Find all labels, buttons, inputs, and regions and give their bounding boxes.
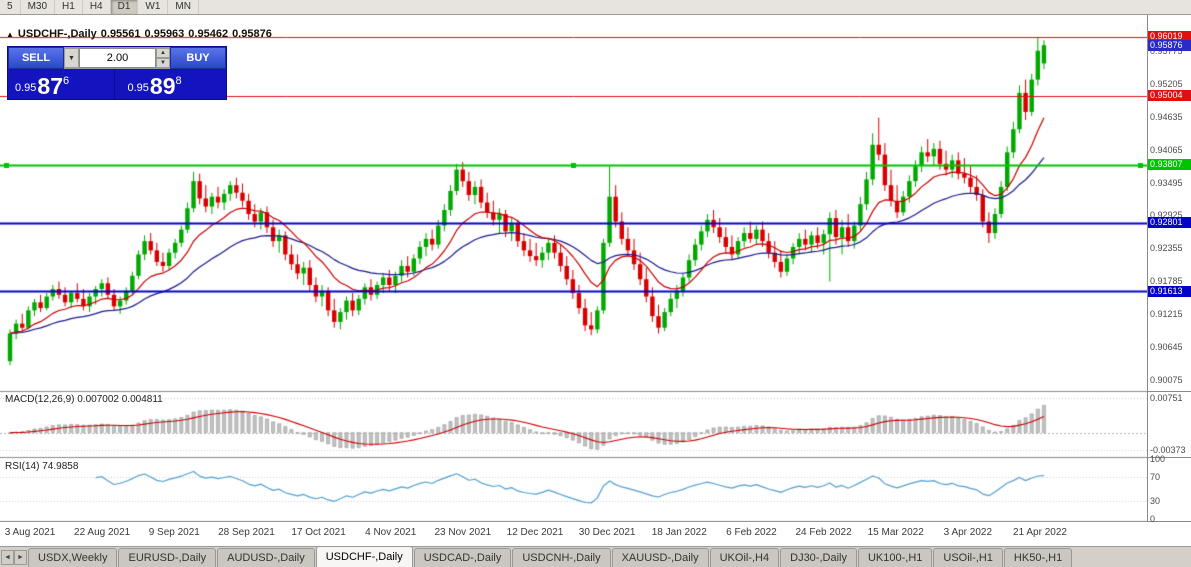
price-axis-label: 0.91215	[1150, 309, 1183, 320]
time-axis-label: 30 Dec 2021	[578, 527, 636, 538]
timeframe-toolbar: 5 M30 H1 H4 D1 W1 MN	[0, 0, 1191, 15]
time-axis-label: 4 Nov 2021	[365, 527, 417, 538]
rsi-axis-label: 70	[1150, 472, 1161, 482]
timeframe-button-5[interactable]: 5	[0, 0, 21, 14]
time-axis-label: 3 Apr 2022	[943, 527, 993, 538]
chart-tab-dj30-daily[interactable]: DJ30-,Daily	[780, 548, 857, 567]
time-axis-label: 6 Feb 2022	[726, 527, 777, 538]
time-axis-label: 3 Aug 2021	[4, 527, 56, 538]
chart-tab-usdcad-daily[interactable]: USDCAD-,Daily	[413, 548, 512, 567]
buy-price-pip: 8	[175, 75, 182, 87]
one-click-panel-toggle-icon[interactable]: ▲	[6, 30, 14, 39]
time-axis-label: 28 Sep 2021	[218, 527, 275, 538]
time-axis-label: 22 Aug 2021	[74, 527, 131, 538]
rsi-axis-label: 0	[1150, 514, 1156, 524]
time-axis-label: 23 Nov 2021	[434, 527, 492, 538]
macd-axis-label: -0.00373	[1150, 445, 1186, 455]
price-axis-label: 0.95775	[1150, 46, 1183, 57]
tab-scroll-left-icon[interactable]: ◄	[1, 549, 14, 565]
ohlc-open: 0.95561	[100, 28, 141, 40]
price-axis-label: 0.91785	[1150, 276, 1183, 287]
timeframe-button-m30[interactable]: M30	[21, 0, 56, 14]
trade-panel-prices-row: 0.95 87 6 0.95 89 8	[8, 69, 226, 99]
chart-tab-usdchf-daily[interactable]: USDCHF-,Daily	[315, 547, 413, 567]
trade-panel-controls-row: SELL ▼ ▲ ▼ BUY	[8, 47, 226, 69]
chart-symbol-period: USDCHF-,Daily	[17, 28, 97, 40]
panel-separator	[1148, 521, 1191, 522]
timeframe-button-h1[interactable]: H1	[55, 0, 83, 14]
price-axis[interactable]: 0.95775 0.95205 0.94635 0.94065 0.93495 0.929…	[1147, 15, 1191, 524]
ohlc-low: 0.95462	[188, 28, 229, 40]
timeframe-button-w1[interactable]: W1	[138, 0, 169, 14]
chart-tab-ukoil-h4[interactable]: UKOil-,H4	[709, 548, 780, 567]
volume-decrease-icon[interactable]: ▼	[156, 58, 170, 68]
price-level-badge: 0.95004	[1148, 90, 1191, 102]
buy-button[interactable]: BUY	[170, 47, 226, 69]
price-axis-label: 0.94065	[1150, 144, 1183, 155]
time-axis-label: 9 Sep 2021	[148, 527, 200, 538]
chart-tab-hk50-h1[interactable]: HK50-,H1	[1003, 548, 1073, 567]
volume-spinner: ▲ ▼	[156, 48, 170, 68]
buy-price-big: 89	[149, 73, 176, 99]
ohlc-close: 0.95876	[232, 28, 272, 40]
volume-increase-icon[interactable]: ▲	[156, 48, 170, 58]
time-axis-label: 15 Mar 2022	[867, 527, 924, 538]
panel-separator	[1148, 457, 1191, 458]
time-axis-label: 18 Jan 2022	[651, 527, 707, 538]
price-axis-label: 0.90075	[1150, 374, 1183, 385]
chart-tab-usoil-h1[interactable]: USOil-,H1	[933, 548, 1003, 567]
buy-price-prefix: 0.95	[127, 82, 149, 94]
price-axis-label: 0.94635	[1150, 111, 1183, 122]
chart-tab-eurusd-daily[interactable]: EURUSD-,Daily	[118, 548, 217, 567]
price-level-badge: 0.93807	[1148, 159, 1191, 171]
time-axis-label: 24 Feb 2022	[795, 527, 852, 538]
price-level-badge: 0.91613	[1148, 285, 1191, 297]
timeframe-button-h4[interactable]: H4	[83, 0, 111, 14]
price-axis-label: 0.92355	[1150, 243, 1183, 254]
chart-tab-usdx-weekly[interactable]: USDX,Weekly	[28, 548, 118, 567]
rsi-indicator-label: RSI(14) 74.9858	[5, 461, 79, 472]
chart-tab-xauusd-daily[interactable]: XAUUSD-,Daily	[611, 548, 709, 567]
ohlc-high: 0.95963	[144, 28, 185, 40]
chart-tab-usdcnh-daily[interactable]: USDCNH-,Daily	[512, 548, 611, 567]
chart-window: ▲ USDCHF-,Daily 0.95561 0.95963 0.95462 0.958…	[0, 15, 1191, 546]
timeframe-button-mn[interactable]: MN	[168, 0, 199, 14]
chart-tab-uk100-h1[interactable]: UK100-,H1	[857, 548, 933, 567]
sell-price-big: 87	[37, 73, 64, 99]
sell-button[interactable]: SELL	[8, 47, 64, 69]
chart-tabs: USDX,Weekly EURUSD-,Daily AUDUSD-,Daily USD…	[28, 547, 1073, 567]
buy-price[interactable]: 0.95 89 8	[113, 69, 227, 99]
current-price-badge: 0.95876	[1148, 39, 1191, 51]
price-axis-label: 0.92925	[1150, 210, 1183, 221]
chart-tab-audusd-daily[interactable]: AUDUSD-,Daily	[217, 548, 315, 567]
price-level-badge: 0.92801	[1148, 217, 1191, 229]
sell-price[interactable]: 0.95 87 6	[8, 69, 114, 99]
sell-price-prefix: 0.95	[15, 82, 37, 94]
time-axis-label: 12 Dec 2021	[506, 527, 564, 538]
volume-input[interactable]	[79, 48, 156, 68]
rsi-axis-label: 30	[1150, 496, 1161, 506]
tab-scroll-right-icon[interactable]: ►	[14, 549, 27, 565]
macd-indicator-label: MACD(12,26,9) 0.007002 0.004811	[5, 394, 163, 405]
price-axis-label: 0.90645	[1150, 342, 1183, 353]
price-axis-label: 0.95205	[1150, 78, 1183, 89]
timeframe-button-d1[interactable]: D1	[110, 0, 139, 14]
chart-title: ▲ USDCHF-,Daily 0.95561 0.95963 0.95462 0.958…	[6, 28, 276, 40]
price-axis-label: 0.93495	[1150, 177, 1183, 188]
volume-dropdown-icon[interactable]: ▼	[64, 48, 79, 68]
time-axis-label: 17 Oct 2021	[291, 527, 346, 538]
chart-tab-bar: ◄ ► USDX,Weekly EURUSD-,Daily AUDUSD-,Dail…	[0, 546, 1191, 567]
tab-scroll-buttons: ◄ ►	[0, 547, 28, 567]
time-axis[interactable]: 3 Aug 2021 22 Aug 2021 9 Sep 2021 28 Sep 20…	[0, 522, 1191, 546]
time-axis-label: 21 Apr 2022	[1013, 527, 1067, 538]
price-level-badge: 0.96019	[1148, 31, 1191, 43]
volume-control: ▼ ▲ ▼	[64, 47, 170, 69]
macd-axis-label: 0.00751	[1150, 392, 1183, 403]
rsi-axis-label: 100	[1150, 454, 1166, 464]
sell-price-pip: 6	[63, 75, 70, 87]
panel-separator	[1148, 391, 1191, 392]
